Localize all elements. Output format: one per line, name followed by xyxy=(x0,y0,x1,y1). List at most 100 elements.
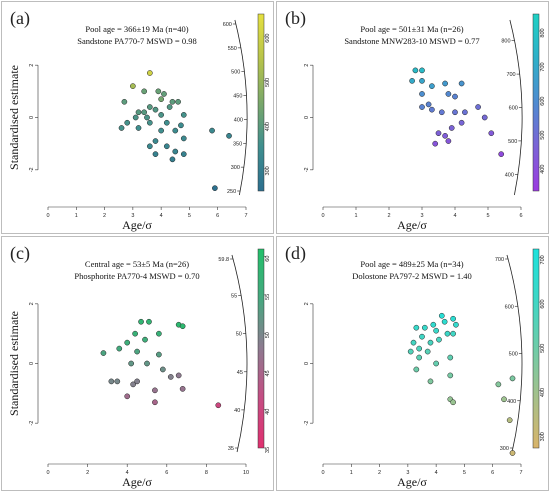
radial-plot-panel-c: (c) Central age = 53±5 Ma (n=26) Phosphori… xyxy=(1,236,274,491)
x-tick-label: 7 xyxy=(519,470,522,476)
panel-label: (c) xyxy=(10,243,30,264)
arc-tick-label: 600 xyxy=(505,304,514,310)
colorbar-tick-label: 500 xyxy=(540,131,546,140)
colorbar-tick-label: 35 xyxy=(265,447,271,453)
arc-tick-label: 400 xyxy=(234,117,243,123)
arc-tick-label: 55 xyxy=(231,294,237,300)
y-tick-label: 0 xyxy=(29,362,35,365)
data-point xyxy=(146,143,153,150)
colorbar-tick-label: 400 xyxy=(540,388,546,397)
data-point xyxy=(475,104,481,110)
data-point xyxy=(180,135,187,142)
data-point xyxy=(158,127,164,134)
data-point xyxy=(416,354,423,361)
data-point xyxy=(215,402,222,409)
colorbar-tick-label: 600 xyxy=(265,34,271,43)
data-point xyxy=(435,130,442,137)
x-tick-label: 2 xyxy=(378,470,381,476)
data-point xyxy=(134,378,140,385)
chart-svg: (b) Pool age = 501±31 Ma (n=26) Sandstone … xyxy=(285,8,546,232)
arc-tick-label: 550 xyxy=(228,46,237,52)
data-point xyxy=(144,360,150,367)
data-point xyxy=(452,93,458,100)
data-point xyxy=(209,127,215,134)
x-tick-label: 5 xyxy=(463,470,466,476)
data-point xyxy=(448,125,455,131)
sample-info-text: Sandstone MNW283-10 MSWD = 0.77 xyxy=(344,36,479,46)
y-tick-label: -2 xyxy=(304,167,310,172)
data-point xyxy=(161,91,167,97)
data-point xyxy=(419,333,425,340)
data-point xyxy=(416,345,423,352)
colorbar-tick-label: 40 xyxy=(265,409,271,415)
y-tick-label: 2 xyxy=(29,64,35,67)
data-point xyxy=(450,315,456,322)
data-point xyxy=(146,104,153,110)
data-point xyxy=(413,366,420,373)
pool-age-text: Pool age = 489±25 Ma (n=34) xyxy=(360,259,463,269)
x-tick-label: 1 xyxy=(75,213,78,219)
colorbar-tick-label: 700 xyxy=(540,255,546,264)
arc-tick-label: 800 xyxy=(501,39,510,45)
x-tick-label: 0 xyxy=(46,213,49,219)
x-tick-label: 2 xyxy=(387,213,390,219)
data-point xyxy=(421,324,428,331)
data-point xyxy=(159,366,166,373)
data-point xyxy=(169,156,176,163)
colorbar-tick-label: 600 xyxy=(540,299,546,308)
arc-tick-label: 600 xyxy=(509,106,518,112)
y-axis-title: Standardised estimate xyxy=(7,311,21,416)
data-point xyxy=(445,138,452,144)
radial-plot-panel-b: (b) Pool age = 501±31 Ma (n=26) Sandstone … xyxy=(276,1,549,234)
x-tick-label: 0 xyxy=(321,470,324,476)
y-tick-label: -2 xyxy=(304,421,310,426)
y-tick-label: -2 xyxy=(29,167,35,172)
y-tick-label: 0 xyxy=(304,116,310,119)
data-point xyxy=(166,104,173,110)
data-point xyxy=(178,122,184,129)
data-point xyxy=(141,88,148,95)
x-tick-label: 8 xyxy=(205,470,208,476)
x-tick-label: 2 xyxy=(103,213,106,219)
x-tick-label: 6 xyxy=(491,470,494,476)
data-point xyxy=(447,372,454,379)
arc-tick-label: 500 xyxy=(231,70,240,76)
chart-svg: (d) Pool age = 489±25 Ma (n=34) Dolostone … xyxy=(285,243,546,489)
data-point xyxy=(152,387,158,394)
data-point xyxy=(226,132,232,139)
panel-label: (a) xyxy=(10,8,30,29)
y-axis-title: Standardised estimate xyxy=(7,65,21,170)
radial-plot-panel-a: (a) Pool age = 366±19 Ma (n=40) Sandstone … xyxy=(1,1,274,234)
data-point xyxy=(152,106,159,113)
colorbar xyxy=(532,13,540,192)
data-point xyxy=(453,321,459,328)
data-point xyxy=(441,318,448,325)
data-point xyxy=(163,143,170,150)
x-tick-label: 6 xyxy=(165,470,168,476)
x-tick-label: 4 xyxy=(453,213,456,219)
data-point xyxy=(121,98,128,105)
data-point xyxy=(501,396,507,403)
x-tick-label: 5 xyxy=(486,213,489,219)
data-point xyxy=(432,140,439,147)
colorbar-tick-label: 400 xyxy=(540,165,546,174)
data-point xyxy=(130,83,136,89)
x-tick-label: 1 xyxy=(354,213,357,219)
arc-tick-label: 700 xyxy=(506,72,515,78)
arc-tick-label: 600 xyxy=(223,22,232,28)
data-point xyxy=(152,138,159,144)
colorbar-tick-label: 55 xyxy=(265,294,271,300)
x-axis-title: Age/σ xyxy=(122,218,152,232)
data-point xyxy=(412,67,419,74)
data-point xyxy=(452,109,458,116)
data-point xyxy=(409,78,415,84)
x-tick-label: 6 xyxy=(216,213,219,219)
data-point xyxy=(179,386,186,392)
sample-info-text: Dolostone PA797-2 MSWD = 1.40 xyxy=(352,271,471,281)
arc-tick-label: 300 xyxy=(500,446,509,452)
data-point xyxy=(429,83,435,89)
y-tick-label: -2 xyxy=(29,421,35,426)
data-point xyxy=(430,321,437,328)
x-tick-label: 3 xyxy=(406,470,409,476)
data-point xyxy=(138,318,144,325)
